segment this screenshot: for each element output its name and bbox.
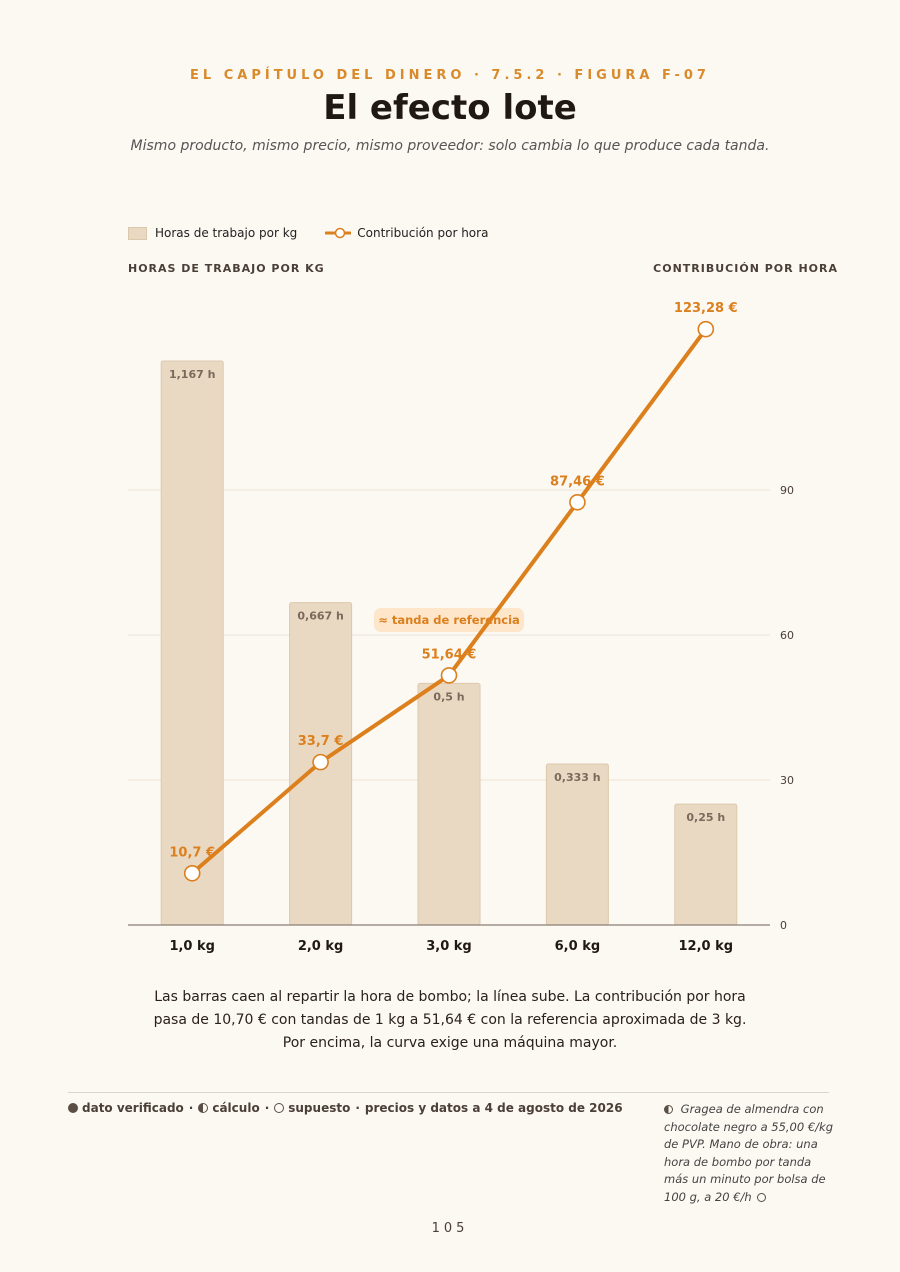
- description-line-1: Las barras caen al repartir la hora de b…: [154, 989, 746, 1005]
- line-value-label: 10,7 €: [169, 845, 215, 860]
- footer-legend: dato verificado · cálculo · supuesto · p…: [68, 1101, 623, 1115]
- line-value-label: 87,46 €: [550, 474, 605, 489]
- legend-item-bars: Horas de trabajo por kg: [128, 226, 297, 240]
- bar-value-label: 1,167 h: [169, 368, 215, 381]
- footnote-text: Gragea de almendra con chocolate negro a…: [664, 1102, 834, 1204]
- chart-legend: Horas de trabajo por kg Contribución por…: [128, 226, 516, 240]
- line-value-label: 123,28 €: [674, 301, 738, 316]
- bar: [545, 763, 609, 926]
- description-line-3: Por encima, la curva exige una máquina m…: [282, 1035, 618, 1051]
- footer-date-note: precios y datos a 4 de agosto de 2026: [364, 1101, 623, 1115]
- line-point: [312, 753, 329, 771]
- category-label: 12,0 kg: [679, 939, 734, 954]
- footer-calculation: cálculo: [212, 1101, 260, 1115]
- right-axis-title: CONTRIBUCIÓN POR HORA: [653, 262, 838, 275]
- assumption-empty-dot-icon: [274, 1103, 285, 1113]
- category-label: 2,0 kg: [298, 939, 344, 954]
- footer-verified: dato verificado: [82, 1101, 184, 1115]
- footnote: Gragea de almendra con chocolate negro a…: [664, 1101, 834, 1206]
- footer-assumption: supuesto: [288, 1101, 351, 1115]
- bar-value-label: 0,333 h: [554, 771, 600, 784]
- footer-divider: [68, 1092, 829, 1093]
- legend-item-line: Contribución por hora: [325, 226, 488, 240]
- page-subtitle: Mismo producto, mismo precio, mismo prov…: [130, 138, 770, 154]
- footer-separator: ·: [355, 1101, 360, 1115]
- bar-value-label: 0,5 h: [433, 690, 464, 703]
- legend-bar-swatch: [128, 226, 147, 240]
- chart-plot: 0 30 60 90 1,167 h 0,667 h 0,5 h 0,333 h 0,25 h 1…: [128, 301, 794, 954]
- left-axis-title: HORAS DE TRABAJO POR KG: [128, 262, 325, 275]
- category-label: 3,0 kg: [426, 939, 472, 954]
- line-value-label: 33,7 €: [298, 734, 344, 749]
- calculation-half-dot-icon: [198, 1103, 209, 1113]
- legend-label-bars: Horas de trabajo por kg: [155, 226, 298, 240]
- footer-separator: ·: [264, 1101, 270, 1115]
- line-point: [697, 320, 715, 338]
- bar: [417, 682, 481, 926]
- right-axis-tick-label: 90: [780, 484, 794, 497]
- right-axis-tick-label: 60: [780, 629, 794, 642]
- description-line-2: pasa de 10,70 € con tandas de 1 kg a 51,…: [153, 1012, 747, 1028]
- line-value-label: 51,64 €: [422, 647, 477, 662]
- annotation-label: ≈ tanda de referencia: [378, 613, 520, 627]
- page-number: 105: [431, 1221, 469, 1236]
- right-axis-tick-label: 0: [780, 919, 787, 932]
- right-axis-tick-label: 30: [780, 774, 794, 787]
- verified-dot-icon: [68, 1103, 78, 1113]
- line-point: [440, 667, 458, 684]
- chapter-kicker: EL CAPÍTULO DEL DINERO · 7.5.2 · FIGURA …: [190, 68, 710, 83]
- category-label: 1,0 kg: [169, 939, 215, 954]
- legend-line-swatch: [325, 227, 352, 239]
- chart-description: Las barras caen al repartir la hora de b…: [120, 986, 780, 1055]
- calculation-half-dot-icon: [664, 1105, 673, 1114]
- legend-label-line: Contribución por hora: [357, 226, 489, 240]
- page-title: El efecto lote: [323, 88, 577, 128]
- bar: [160, 360, 224, 926]
- line-point: [183, 864, 201, 882]
- bar-value-label: 0,667 h: [297, 610, 343, 623]
- footer-separator: ·: [188, 1101, 194, 1115]
- line-point: [569, 493, 586, 511]
- assumption-empty-dot-icon: [757, 1192, 767, 1202]
- category-label: 6,0 kg: [555, 939, 601, 954]
- bar-value-label: 0,25 h: [686, 811, 725, 824]
